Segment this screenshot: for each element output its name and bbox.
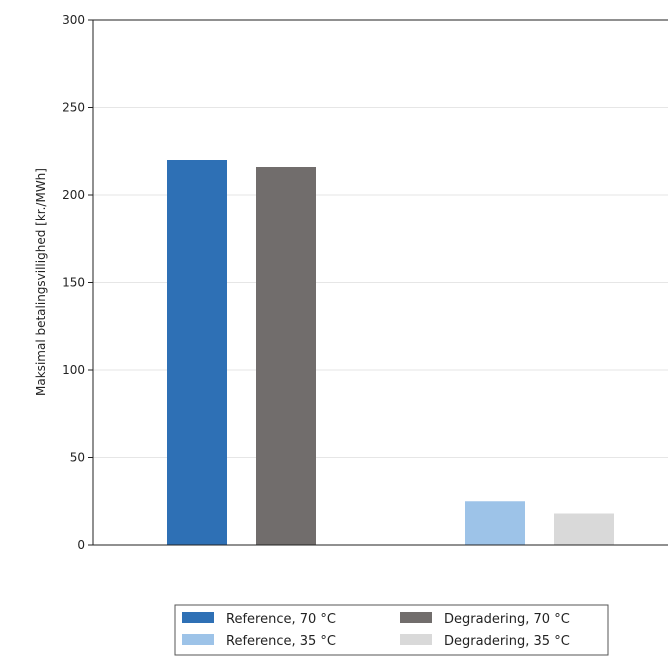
legend-swatch xyxy=(182,612,214,623)
y-tick-label: 200 xyxy=(62,188,85,202)
y-ticks: 0 50 100 150 200 250 300 xyxy=(62,13,93,552)
y-tick-label: 300 xyxy=(62,13,85,27)
bar xyxy=(167,160,227,545)
legend-label: Reference, 70 °C xyxy=(226,612,336,627)
bar xyxy=(256,167,316,545)
y-tick-label: 100 xyxy=(62,363,85,377)
y-axis-label: Maksimal betalingsvillighed [kr./MWh] xyxy=(34,168,48,396)
legend-frame xyxy=(174,604,609,656)
legend-swatch xyxy=(400,634,432,645)
legend-label: Reference, 35 °C xyxy=(226,634,336,649)
legend-label: Degradering, 35 °C xyxy=(444,634,570,649)
legend-label: Degradering, 70 °C xyxy=(444,612,570,627)
legend: Reference, 70 °C Degradering, 70 °C Refere… xyxy=(174,604,609,656)
bars xyxy=(167,160,614,545)
y-tick-label: 50 xyxy=(70,451,85,465)
bar xyxy=(554,513,614,545)
legend-swatch xyxy=(182,634,214,645)
bar xyxy=(465,501,525,545)
legend-swatch xyxy=(400,612,432,623)
y-tick-label: 250 xyxy=(62,101,85,115)
y-tick-label: 150 xyxy=(62,276,85,290)
y-tick-label: 0 xyxy=(77,538,85,552)
